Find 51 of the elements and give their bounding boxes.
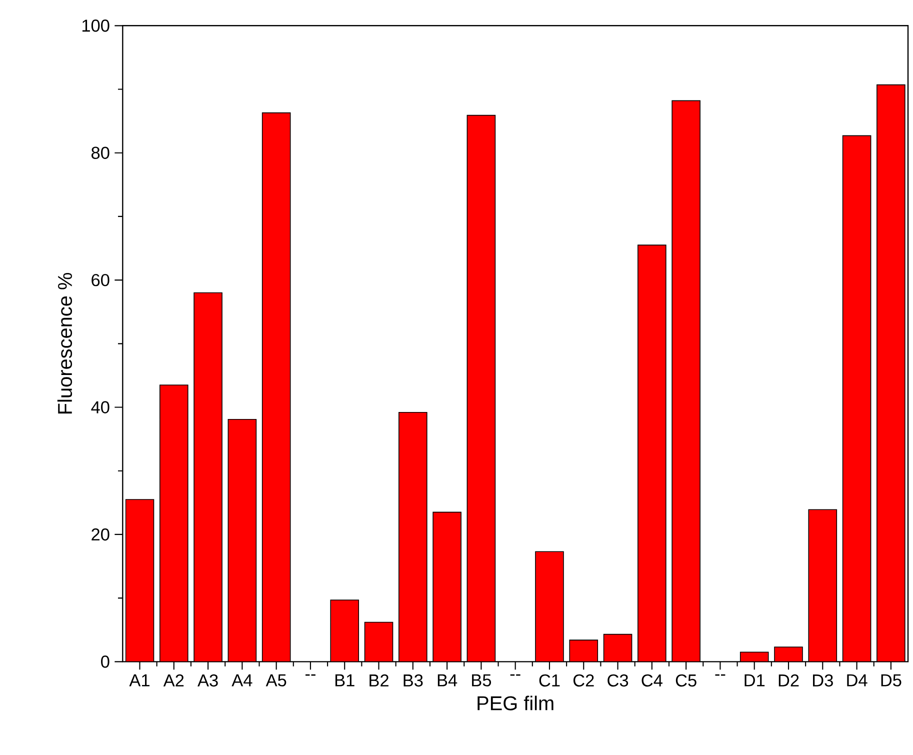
bar — [740, 652, 768, 662]
x-axis-title: PEG film — [478, 696, 554, 710]
bar — [398, 412, 427, 662]
x-tick-label: A3 — [198, 674, 218, 687]
x-tick-label: C4 — [642, 674, 662, 687]
bar — [194, 292, 222, 662]
x-tick-label: -- — [715, 674, 726, 676]
x-tick-label: D3 — [813, 674, 833, 687]
x-tick-label: A4 — [232, 674, 252, 686]
bar — [228, 419, 256, 662]
bar — [672, 100, 700, 662]
bar — [330, 600, 359, 662]
x-tick-label: D1 — [744, 674, 765, 686]
y-tick-label: 80 — [92, 146, 110, 159]
bar — [433, 512, 462, 662]
y-tick-label: 60 — [92, 274, 110, 286]
x-tick-label: D2 — [778, 674, 799, 686]
y-tick-label: 20 — [92, 528, 110, 541]
x-tick-label: A5 — [266, 674, 286, 686]
x-tick-label: B1 — [335, 674, 354, 686]
bar — [364, 622, 393, 662]
x-tick-label: A2 — [163, 674, 184, 686]
x-tick-label: C3 — [608, 674, 628, 687]
y-axis-title: Fluorescence % — [57, 272, 72, 414]
bar — [876, 84, 906, 662]
x-tick-label: C5 — [676, 674, 696, 687]
bar — [160, 385, 188, 662]
bar — [126, 499, 154, 662]
x-tick-label: B2 — [370, 674, 388, 686]
x-tick-label: A1 — [129, 674, 150, 686]
bar — [467, 115, 496, 662]
y-tick-label: 100 — [82, 20, 110, 32]
bar — [262, 112, 290, 662]
bar — [535, 552, 564, 662]
bar — [774, 647, 802, 662]
x-tick-label: B5 — [472, 674, 492, 686]
y-tick-label: 0 — [101, 656, 110, 668]
bar — [604, 634, 632, 662]
y-tick-label: 40 — [91, 401, 110, 414]
x-tick-label: -- — [510, 674, 520, 676]
x-tick-label: B3 — [404, 674, 423, 687]
x-tick-label: -- — [305, 674, 316, 676]
x-tick-label: D5 — [881, 674, 902, 686]
x-tick-label: B4 — [438, 674, 458, 686]
x-tick-label: C2 — [573, 674, 594, 687]
bar — [808, 510, 837, 662]
bar — [638, 245, 666, 662]
bar — [842, 136, 871, 662]
x-tick-label: D4 — [847, 674, 868, 686]
bar — [570, 640, 598, 662]
x-tick-label: C1 — [539, 674, 560, 687]
